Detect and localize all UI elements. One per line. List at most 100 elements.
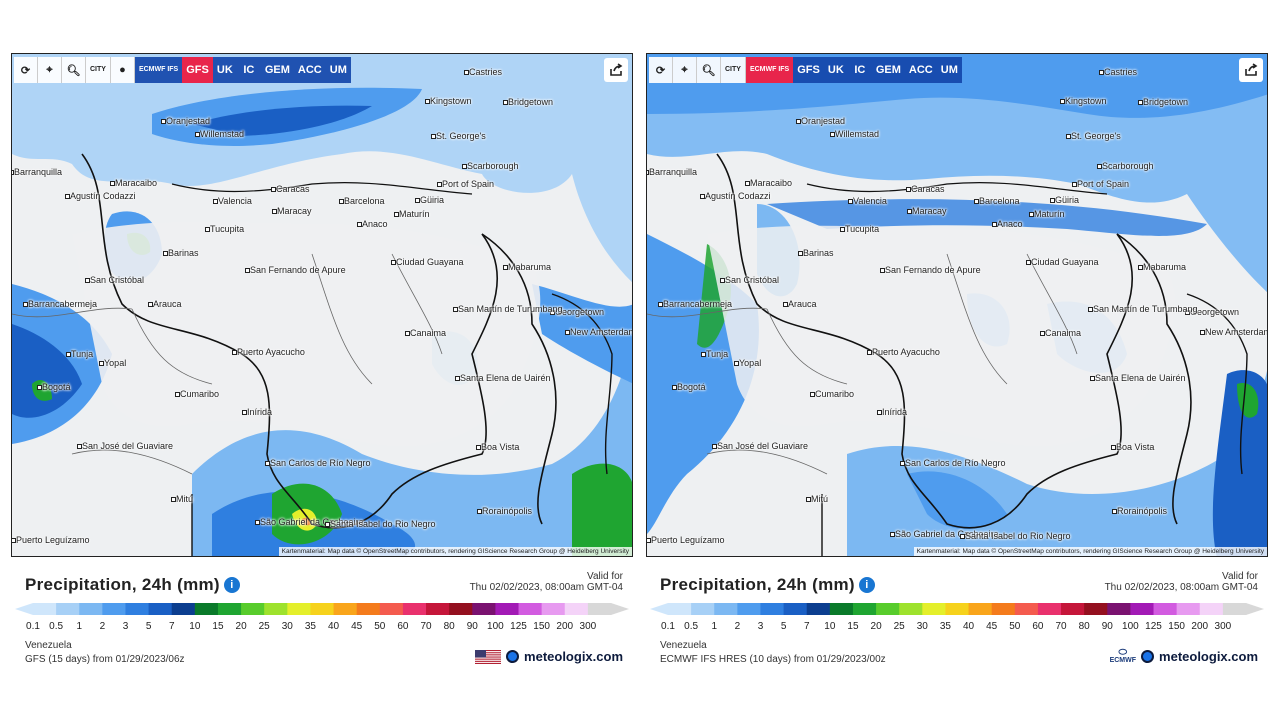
model-ecmwf-button[interactable]: ECMWF IFS xyxy=(134,57,183,83)
share-icon[interactable] xyxy=(604,58,628,82)
marker-icon[interactable]: ● xyxy=(110,57,135,83)
scale-tick-label: 30 xyxy=(916,621,928,632)
scale-tick-label: 15 xyxy=(847,621,859,632)
scale-swatch xyxy=(587,603,612,615)
city-toggle[interactable]: CITY xyxy=(721,57,746,83)
city-label: Caracas xyxy=(906,184,945,194)
model-ic-button[interactable]: IC xyxy=(236,57,261,83)
model-uk-button[interactable]: UK xyxy=(823,57,848,83)
scale-tick-label: 2 xyxy=(734,621,741,632)
title-text: Precipitation, 24h (mm) xyxy=(25,575,220,594)
city-label: Boa Vista xyxy=(475,442,520,452)
scale-swatch xyxy=(264,603,288,615)
scale-swatch xyxy=(241,603,265,615)
refresh-icon[interactable]: ⟳ xyxy=(649,57,673,83)
valid-label: Valid for xyxy=(1222,571,1258,582)
city-label: Anaco xyxy=(992,219,1023,229)
zoom-icon[interactable]: 🔍︎ xyxy=(62,57,86,83)
scale-tick-label: 7 xyxy=(803,621,810,632)
city-label: Tunja xyxy=(700,349,729,359)
city-label: Castries xyxy=(1098,67,1138,77)
scale-swatch xyxy=(806,603,831,615)
city-label: Willemstad xyxy=(829,129,880,139)
scale-swatch xyxy=(714,603,738,615)
model-uk-button[interactable]: UK xyxy=(212,57,237,83)
share-icon[interactable] xyxy=(1239,58,1263,82)
scale-tick-label: 10 xyxy=(189,621,201,632)
color-scale xyxy=(650,603,1264,615)
scale-swatch xyxy=(1061,603,1085,615)
scale-swatch xyxy=(1176,603,1201,615)
city-label: San Martín de Turumbang xyxy=(453,304,563,314)
city-label: Mitú xyxy=(170,494,194,504)
city-label: Maturín xyxy=(1029,209,1065,219)
city-label: St. George's xyxy=(1066,131,1121,141)
city-label: Santa Elena de Uairén xyxy=(455,373,551,383)
model-gfs-button[interactable]: GFS xyxy=(793,57,824,83)
city-label: Barcelona xyxy=(339,196,385,206)
valid-time-value: Thu 02/02/2023, 08:00am GMT-04 xyxy=(1104,582,1258,593)
valid-time: Valid for Thu 02/02/2023, 08:00am GMT-04 xyxy=(470,571,623,593)
city-label: San José del Guaviare xyxy=(711,441,809,451)
scale-tick-label: 100 xyxy=(487,621,504,632)
brand[interactable]: meteologix.com xyxy=(475,649,623,664)
city-label: Maracay xyxy=(907,206,947,216)
region-label: Venezuela xyxy=(660,640,707,651)
info-icon[interactable]: i xyxy=(858,577,875,593)
scale-swatch xyxy=(968,603,993,615)
city-label: New Amsterdam xyxy=(1199,328,1267,337)
scale-tick-label: 45 xyxy=(986,621,998,632)
model-toolbar: ⟳ ⌖ 🔍︎ CITY ● ECMWF IFS GFS UK IC GEM AC… xyxy=(14,57,351,83)
city-label: Inírida xyxy=(241,407,273,417)
scale-swatch xyxy=(356,603,381,615)
model-acc-button[interactable]: ACC xyxy=(904,57,937,83)
brand[interactable]: ⬭ ECMWF meteologix.com xyxy=(1110,648,1258,665)
scale-swatch xyxy=(691,603,715,615)
scale-swatch xyxy=(495,603,520,615)
model-gem-button[interactable]: GEM xyxy=(260,57,294,83)
info-icon[interactable]: i xyxy=(223,577,240,593)
city-label: Canaima xyxy=(1039,328,1082,338)
city-label: San Fernando de Apure xyxy=(245,265,346,275)
region-label: Venezuela xyxy=(25,640,72,651)
city-label: Scarborough xyxy=(1097,161,1154,171)
city-label: Valencia xyxy=(213,196,252,206)
scale-swatch xyxy=(79,603,103,615)
city-label: Puerto Ayacucho xyxy=(232,347,305,357)
city-label: San Martín de Turumbang xyxy=(1088,304,1198,314)
city-label: São Gabriel da Cachoeira xyxy=(890,529,999,539)
city-label: Georgetown xyxy=(1184,307,1240,317)
refresh-icon[interactable]: ⟳ xyxy=(14,57,38,83)
city-label: Bogotá xyxy=(37,382,71,392)
city-label: San Carlos de Río Negro xyxy=(265,458,371,468)
model-gem-button[interactable]: GEM xyxy=(871,57,905,83)
city-label: Arauca xyxy=(783,299,817,309)
city-label: New Amsterdam xyxy=(564,328,632,337)
city-label: Bridgetown xyxy=(1137,97,1189,107)
city-label: Agustín Codazzi xyxy=(65,191,136,201)
map-canvas xyxy=(647,54,1267,556)
scale-swatch xyxy=(287,603,311,615)
precipitation-map[interactable]: ⟳ ⌖ 🔍︎ CITY ECMWF IFS GFS UK IC GEM ACC … xyxy=(646,53,1268,557)
location-icon[interactable]: ⌖ xyxy=(673,57,697,83)
model-um-button[interactable]: UM xyxy=(325,57,351,83)
scale-arrow-left xyxy=(15,603,33,615)
precipitation-map[interactable]: ⟳ ⌖ 🔍︎ CITY ● ECMWF IFS GFS UK IC GEM AC… xyxy=(11,53,633,557)
model-um-button[interactable]: UM xyxy=(936,57,962,83)
model-gfs-button[interactable]: GFS xyxy=(182,57,213,83)
city-label: Mitú xyxy=(805,494,829,504)
scale-ticks: 0.1 0.5 1 2 3 5 7 10 15 20 25 30 35 40 45 50 60 70 80 90 100… xyxy=(646,621,1268,633)
city-toggle[interactable]: CITY xyxy=(86,57,111,83)
zoom-icon[interactable]: 🔍︎ xyxy=(697,57,721,83)
scale-swatch xyxy=(449,603,473,615)
model-ic-button[interactable]: IC xyxy=(847,57,872,83)
meteologix-logo-icon xyxy=(1141,650,1155,663)
map-attribution: Kartenmaterial: Map data © OpenStreetMap… xyxy=(913,547,1267,556)
model-ecmwf-button[interactable]: ECMWF IFS xyxy=(745,57,794,83)
city-label: Kingstown xyxy=(425,96,472,106)
scale-swatch xyxy=(518,603,543,615)
city-label: San Fernando de Apure xyxy=(880,265,981,275)
location-icon[interactable]: ⌖ xyxy=(38,57,62,83)
model-acc-button[interactable]: ACC xyxy=(293,57,326,83)
city-label: Puerto Leguízamo xyxy=(12,535,90,545)
